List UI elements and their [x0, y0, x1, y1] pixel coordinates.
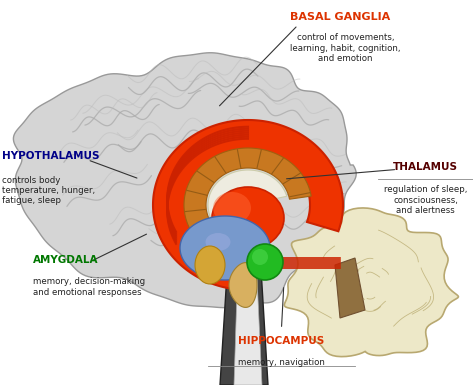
Text: HYPOTHALAMUS: HYPOTHALAMUS — [2, 151, 100, 161]
Text: BASAL GANGLIA: BASAL GANGLIA — [290, 12, 391, 22]
Text: control of movements,
learning, habit, cognition,
and emotion: control of movements, learning, habit, c… — [290, 33, 401, 63]
Text: THALAMUS: THALAMUS — [393, 162, 458, 172]
Ellipse shape — [212, 187, 284, 249]
Polygon shape — [234, 256, 262, 385]
Polygon shape — [208, 170, 287, 238]
Text: memory, navigation: memory, navigation — [238, 358, 325, 367]
Circle shape — [247, 244, 283, 280]
Ellipse shape — [213, 192, 251, 224]
Polygon shape — [180, 216, 270, 280]
Circle shape — [252, 249, 268, 265]
Polygon shape — [153, 120, 343, 289]
Ellipse shape — [205, 233, 230, 251]
Polygon shape — [284, 208, 458, 357]
Polygon shape — [13, 53, 356, 308]
Text: HIPPOCAMPUS: HIPPOCAMPUS — [238, 336, 324, 346]
Polygon shape — [335, 258, 365, 318]
Polygon shape — [184, 148, 311, 260]
Text: memory, decision-making
and emotional responses: memory, decision-making and emotional re… — [33, 277, 145, 296]
Ellipse shape — [195, 246, 225, 284]
Polygon shape — [29, 62, 344, 296]
Text: controls body
temperature, hunger,
fatigue, sleep: controls body temperature, hunger, fatig… — [2, 176, 96, 206]
Polygon shape — [229, 263, 257, 307]
Polygon shape — [220, 252, 268, 385]
Text: regulation of sleep,
consciousness,
and alertness: regulation of sleep, consciousness, and … — [384, 185, 467, 215]
Text: AMYGDALA: AMYGDALA — [33, 255, 98, 265]
